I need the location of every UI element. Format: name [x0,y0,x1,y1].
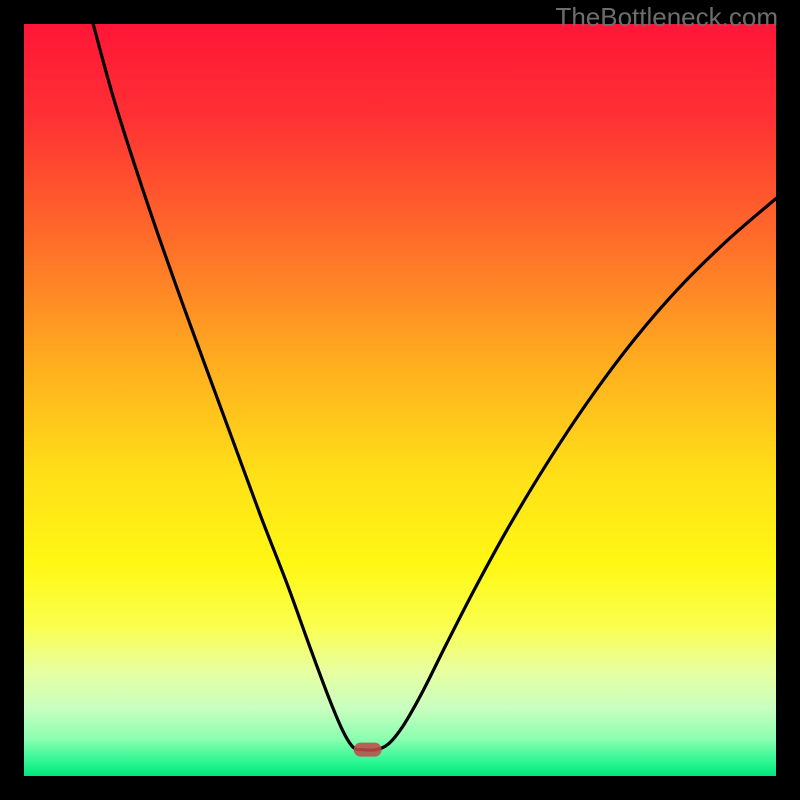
min-marker [354,743,382,757]
outer-frame [0,0,800,800]
bottleneck-curve [93,24,776,750]
watermark-text: TheBottleneck.com [555,2,778,33]
curve-layer [24,24,776,776]
gradient-plot-area [24,24,776,776]
